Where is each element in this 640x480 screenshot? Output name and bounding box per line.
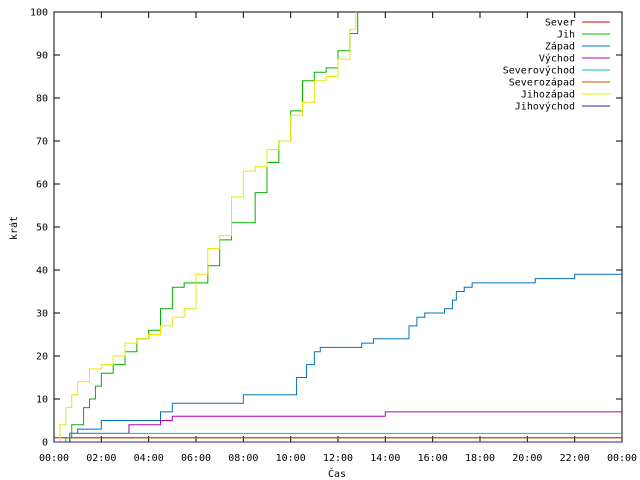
- legend-label: Jihozápad: [521, 89, 575, 101]
- y-tick-label: 0: [42, 438, 48, 449]
- y-tick-label: 100: [30, 8, 48, 19]
- x-tick-label: 06:00: [181, 453, 211, 464]
- series-line: [54, 273, 622, 443]
- chart-ticks: 0 10 20 30 40 50 60 70 80 90 100 00:00 02:00 04:00 06:…: [30, 8, 637, 465]
- x-tick-label: 04:00: [134, 453, 164, 464]
- legend-label: Západ: [545, 41, 575, 53]
- x-tick-label: 02:00: [86, 453, 116, 464]
- legend-label: Východ: [539, 53, 575, 65]
- legend-label: Sever: [545, 18, 575, 29]
- legend-label: Severozápad: [509, 77, 575, 89]
- x-tick-label: 08:00: [228, 453, 258, 464]
- y-tick-label: 70: [36, 137, 48, 148]
- x-tick-label: 10:00: [276, 453, 306, 464]
- x-tick-label: 18:00: [465, 453, 495, 464]
- y-tick-label: 50: [36, 223, 48, 234]
- y-tick-label: 20: [36, 352, 48, 363]
- y-tick-label: 90: [36, 51, 48, 62]
- x-axis-label: Čas: [328, 467, 346, 480]
- y-axis-label: krát: [8, 216, 20, 240]
- series-line: [54, 12, 357, 443]
- x-tick-label: 22:00: [560, 453, 590, 464]
- x-tick-label: 12:00: [323, 453, 353, 464]
- legend-label: Severovýchod: [503, 65, 575, 77]
- legend-label: Jihovýchod: [515, 101, 575, 113]
- y-tick-label: 40: [36, 266, 48, 277]
- legend-label: Jih: [557, 30, 575, 41]
- chart-legend: SeverJihZápadVýchodSeverovýchodSeverozáp…: [503, 18, 610, 113]
- y-tick-label: 10: [36, 395, 48, 406]
- series-line: [54, 12, 359, 443]
- x-tick-label: 00:00: [39, 453, 69, 464]
- x-tick-label: 16:00: [418, 453, 448, 464]
- x-tick-label: 00:00: [607, 453, 637, 464]
- y-tick-label: 60: [36, 180, 48, 191]
- y-tick-label: 80: [36, 94, 48, 105]
- x-tick-label: 14:00: [370, 453, 400, 464]
- x-tick-label: 20:00: [512, 453, 542, 464]
- chart-series: [54, 12, 622, 443]
- y-tick-label: 30: [36, 309, 48, 320]
